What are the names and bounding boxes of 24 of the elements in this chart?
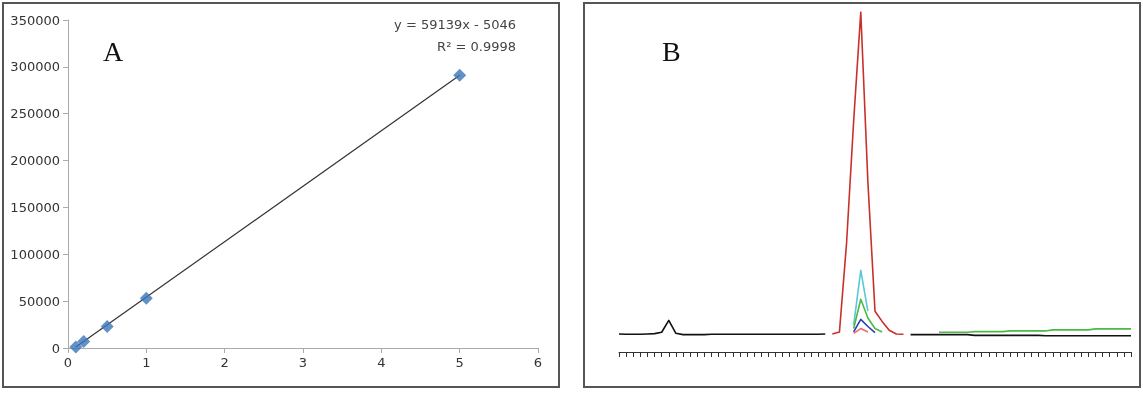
x-tick-label: 4 xyxy=(377,355,386,370)
x-tick-label: 3 xyxy=(298,355,308,370)
point xyxy=(69,340,83,354)
annotation: R² = 0.9998 xyxy=(437,39,516,54)
y-tick-label: 150000 xyxy=(10,199,60,215)
annotation: y = 59139x - 5046 xyxy=(394,17,517,32)
x-tick-label: 6 xyxy=(533,355,543,370)
text: B xyxy=(662,35,681,67)
x-tick-label: 2 xyxy=(220,355,229,370)
x-tick-label: 0 xyxy=(63,355,73,370)
y-tick-label: 300000 xyxy=(10,59,60,75)
point xyxy=(453,68,467,82)
point xyxy=(77,334,91,348)
text: A xyxy=(103,35,124,67)
y-tick-label: 100000 xyxy=(10,246,60,262)
x-tick-label: 1 xyxy=(142,355,151,370)
x-tick-label: 5 xyxy=(455,355,464,370)
y-tick-label: 50000 xyxy=(18,293,60,309)
y-tick-label: 350000 xyxy=(10,12,60,28)
y-tick-label: 250000 xyxy=(10,106,60,122)
y-tick-label: 0 xyxy=(51,340,60,356)
y-tick-label: 200000 xyxy=(10,153,60,169)
point xyxy=(139,291,153,305)
point xyxy=(100,319,114,333)
